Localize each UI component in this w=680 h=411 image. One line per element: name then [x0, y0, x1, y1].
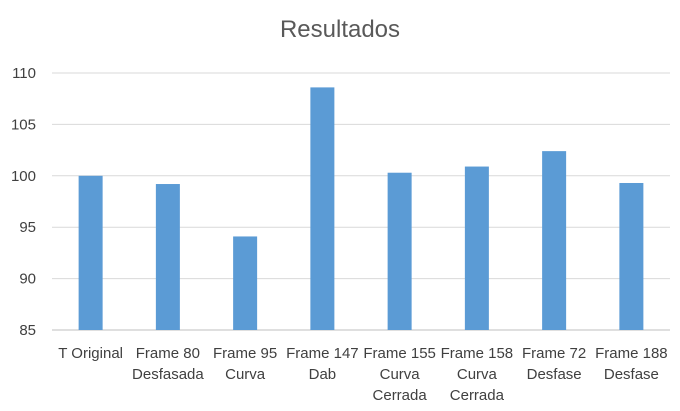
x-tick-label-line: Cerrada	[373, 387, 428, 404]
x-tick-label-line: Desfase	[604, 366, 659, 383]
x-tick-label: T Original	[58, 345, 123, 362]
x-tick-label-line: Curva	[457, 366, 498, 383]
x-tick-label: Frame 155 Curva Cerrada	[363, 345, 436, 404]
bars	[78, 87, 644, 330]
x-tick-label: Frame 158 Curva Cerrada	[441, 345, 514, 404]
bar	[78, 175, 103, 330]
x-tick-label-line: Frame 188	[595, 345, 668, 362]
bar	[464, 166, 489, 330]
x-tick-label: Frame 80 Desfasada	[132, 345, 204, 383]
x-tick-label-line: Cerrada	[450, 387, 505, 404]
chart-title: Resultados	[279, 16, 401, 43]
x-tick-label-line: Frame 155	[363, 345, 436, 362]
x-tick-label-line: Curva	[225, 366, 266, 383]
x-tick-label-line: Dab	[309, 366, 337, 383]
x-tick-label-line: Desfasada	[132, 366, 204, 383]
x-tick-label-line: Frame 80	[136, 345, 200, 362]
x-tick-label-line: Frame 147	[286, 345, 359, 362]
bar	[233, 236, 258, 330]
x-tick-label-line: Frame 95	[213, 345, 277, 362]
y-tick-label: 100	[11, 168, 36, 185]
x-tick-label-line: Desfase	[527, 366, 582, 383]
x-tick-label-line: Frame 72	[522, 345, 586, 362]
bar	[155, 184, 180, 330]
y-tick-label: 110	[12, 65, 36, 82]
x-tick-label-line: Frame 158	[441, 345, 514, 362]
x-tick-label: Frame 95 Curva	[213, 345, 277, 383]
y-tick-label: 85	[19, 322, 36, 339]
y-tick-label: 95	[19, 219, 36, 236]
y-tick-label: 105	[11, 116, 36, 133]
bar	[310, 87, 335, 330]
x-tick-label: Frame 72 Desfase	[522, 345, 586, 383]
x-axis-labels: T Original Frame 80 Desfasada Frame 95 Curva…	[58, 345, 667, 404]
bar	[387, 172, 412, 330]
x-tick-label-line: T Original	[58, 345, 123, 362]
x-tick-label: Frame 147 Dab	[286, 345, 359, 383]
y-axis-ticks: 85 90 95 100 105 110	[11, 65, 36, 339]
y-tick-label: 90	[19, 271, 36, 288]
bar	[542, 151, 567, 330]
x-tick-label-line: Curva	[380, 366, 421, 383]
x-tick-label: Frame 188 Desfase	[595, 345, 668, 383]
bar	[619, 182, 644, 330]
gridlines	[52, 72, 670, 331]
